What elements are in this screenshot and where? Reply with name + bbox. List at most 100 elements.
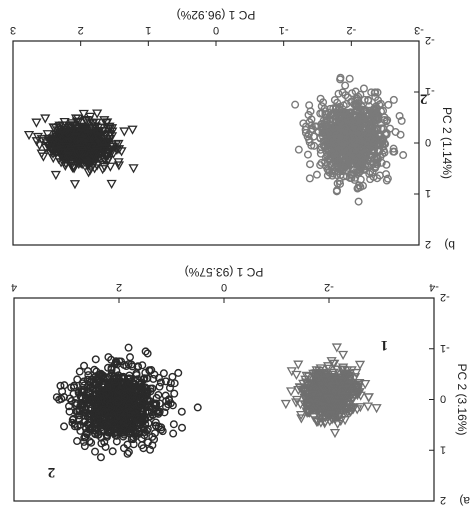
- data-point: [325, 412, 336, 422]
- data-point: [42, 130, 53, 140]
- y-tick-label: -2: [425, 34, 435, 46]
- data-point: [71, 132, 83, 142]
- data-point: [50, 170, 61, 181]
- data-point: [317, 125, 326, 134]
- data-point: [113, 158, 124, 168]
- data-point: [123, 449, 132, 458]
- data-point: [310, 400, 322, 411]
- data-point: [149, 374, 158, 383]
- data-point: [92, 147, 103, 157]
- data-point: [65, 407, 74, 416]
- data-point: [337, 350, 349, 361]
- data-point: [389, 95, 398, 104]
- data-point: [53, 154, 64, 165]
- data-point: [146, 445, 155, 454]
- x-tick-label: -3: [414, 24, 424, 36]
- data-point: [59, 117, 70, 128]
- data-point: [63, 151, 74, 161]
- data-point: [328, 111, 337, 120]
- data-point: [129, 380, 138, 389]
- data-point: [336, 399, 347, 409]
- data-point: [332, 146, 341, 155]
- data-point: [323, 362, 334, 372]
- data-point: [78, 394, 87, 403]
- data-point: [376, 99, 385, 108]
- data-point: [340, 371, 351, 381]
- data-point: [127, 125, 138, 135]
- data-point: [389, 144, 398, 153]
- data-point: [96, 453, 105, 462]
- data-point: [359, 135, 368, 144]
- data-point: [293, 360, 304, 370]
- data-point: [372, 116, 381, 125]
- data-point: [93, 406, 102, 415]
- data-point: [359, 84, 368, 93]
- data-point: [330, 381, 342, 391]
- data-point: [340, 124, 349, 133]
- data-point: [154, 373, 163, 382]
- data-point: [136, 401, 145, 410]
- data-point: [117, 383, 126, 392]
- data-point: [124, 343, 133, 352]
- data-point: [358, 159, 367, 168]
- x-tick-label: 3: [10, 24, 16, 36]
- y-tick-label: 0: [440, 393, 446, 405]
- data-point: [48, 138, 59, 148]
- data-point: [80, 442, 89, 451]
- data-point: [360, 105, 369, 114]
- data-point: [56, 381, 65, 390]
- data-point: [81, 417, 90, 426]
- data-point: [294, 383, 305, 393]
- data-point: [335, 416, 346, 427]
- data-point: [350, 120, 359, 129]
- data-point: [351, 368, 362, 379]
- data-point: [316, 145, 325, 154]
- data-point: [346, 403, 358, 414]
- data-point: [343, 115, 352, 124]
- data-point: [363, 393, 374, 403]
- data-point: [383, 116, 392, 125]
- data-point: [68, 162, 79, 172]
- data-point: [152, 399, 161, 408]
- x-tick-label: 0: [221, 281, 227, 293]
- data-point: [34, 141, 45, 151]
- data-point: [83, 140, 94, 150]
- data-point: [95, 138, 106, 149]
- data-point: [332, 103, 341, 112]
- data-point: [77, 160, 89, 170]
- data-point: [83, 131, 94, 141]
- data-point: [379, 134, 388, 143]
- data-point: [377, 158, 386, 167]
- data-point: [326, 357, 337, 367]
- data-point: [152, 408, 161, 417]
- data-point: [40, 114, 51, 124]
- y-tick-label: 1: [440, 443, 446, 455]
- data-point: [91, 447, 100, 456]
- data-point: [85, 425, 94, 434]
- data-point: [334, 89, 343, 98]
- data-point: [164, 400, 173, 409]
- panel-a-group-2-label: 2: [48, 464, 56, 480]
- data-point: [145, 366, 154, 375]
- data-point: [106, 179, 117, 190]
- data-point: [154, 390, 163, 399]
- data-point: [142, 391, 151, 400]
- data-point: [74, 141, 85, 151]
- data-point: [323, 128, 332, 137]
- data-point: [306, 160, 315, 169]
- data-point: [75, 367, 84, 376]
- data-point: [329, 428, 341, 439]
- data-point: [165, 395, 174, 404]
- data-point: [291, 100, 300, 109]
- data-point: [36, 149, 47, 159]
- panel-b-xlabel: PC 1 (96.92%): [177, 8, 256, 22]
- data-point: [113, 161, 125, 171]
- data-point: [88, 118, 99, 128]
- data-point: [50, 123, 62, 134]
- data-point: [330, 394, 341, 404]
- data-point: [301, 402, 313, 412]
- data-point: [381, 140, 390, 149]
- data-point: [354, 360, 366, 370]
- data-point: [112, 358, 121, 367]
